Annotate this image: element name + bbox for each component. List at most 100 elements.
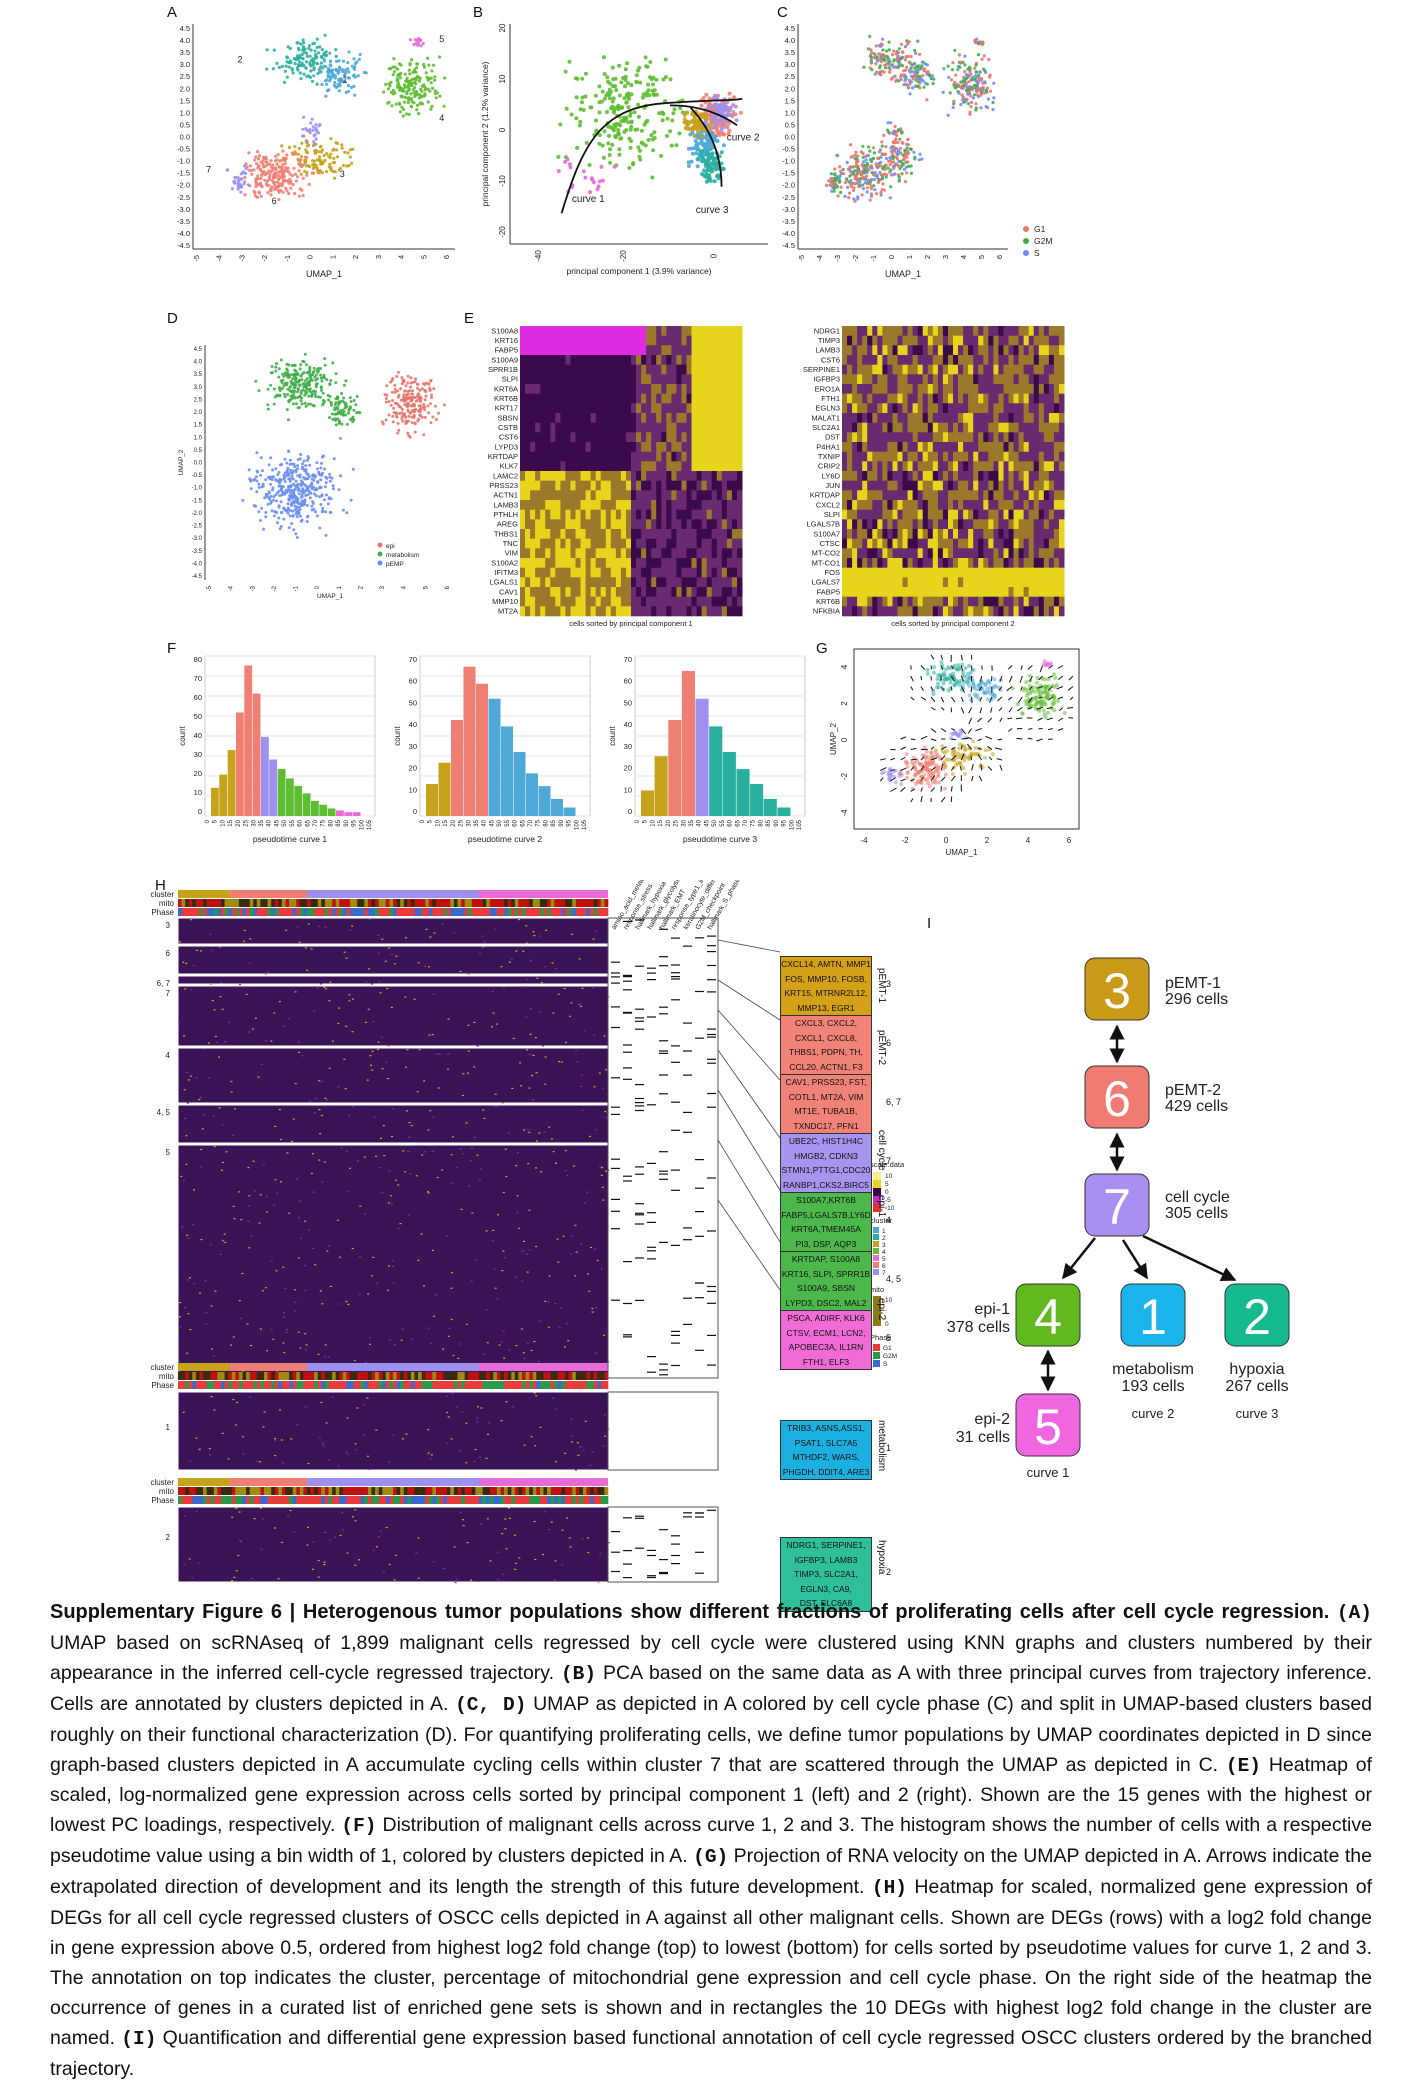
heat-cell [520,336,526,346]
panel-letter-c: C [777,4,788,21]
heat-cell [717,548,723,558]
gene-label: SERPINE1 [803,365,840,374]
heat-cell [702,413,708,423]
cell-point [257,157,260,160]
cell-point [321,67,324,70]
heat-cell [636,374,642,384]
heat-cell [687,587,693,597]
heat-cell [555,548,561,558]
y-tick-label: 1.5 [785,96,795,105]
pca-point [708,141,712,145]
cell-point [296,500,299,503]
heat-cell [661,577,667,587]
cell-point [302,47,305,50]
heat-cell [520,355,526,365]
heat-cell [535,481,541,491]
heat-cell [842,326,848,336]
cell-point [881,38,884,41]
heat-cell [687,597,693,607]
pca-point [630,120,634,124]
heat-cell [576,384,582,394]
heat-cell [717,519,723,529]
cell-point [292,483,295,486]
pca-point [565,107,569,111]
heat-cell [631,423,637,433]
cell-point [879,164,882,167]
heat-cell [581,423,587,433]
cell-point [281,150,284,153]
heat-cell [641,490,647,500]
heat-cell [983,336,989,346]
heat-cell [707,403,713,413]
heat-cell [887,336,893,346]
heat-cell [550,529,556,539]
gene-label: VIM [505,549,518,558]
heat-cell [712,432,718,442]
curve-label-3: curve 3 [696,205,729,216]
cell-point [902,163,905,166]
heat-cell [601,432,607,442]
heat-cell [581,519,587,529]
cell-point [262,528,265,531]
pca-point [650,133,654,137]
heat-cell [636,539,642,549]
heat-cell [993,345,999,355]
pca-point [653,88,657,92]
heat-cell [626,577,632,587]
heat-cell [872,336,878,346]
heat-cell [963,394,969,404]
pca-point [690,112,694,116]
cell-point [839,170,842,173]
y-tick-label: -4.0 [782,229,795,238]
heat-cell [656,558,662,568]
cell-point [422,433,425,436]
cell-point [825,184,828,187]
heat-cell [893,365,899,375]
heat-cell [852,374,858,384]
heat-cell [727,384,733,394]
pca-point [650,176,654,180]
heat-cell [545,471,551,481]
heat-cell [928,336,934,346]
heat-cell [565,365,571,375]
heat-cell [692,432,698,442]
cell-point [909,62,912,65]
cell-point [906,160,909,163]
heat-cell [707,394,713,404]
heat-cell [535,510,541,520]
heat-cell [697,471,703,481]
y-tick-label: 10 [498,74,507,83]
y-tick-label: 0.5 [785,120,795,129]
heat-cell [535,345,541,355]
cell-point [896,157,899,160]
heat-cell [842,374,848,384]
cell-point [294,488,297,491]
heat-cell [611,606,617,616]
heat-cell [601,345,607,355]
cell-point [335,148,338,151]
heat-cell [847,394,853,404]
cell-point [264,511,267,514]
cell-point [328,416,331,419]
heat-cell [943,365,949,375]
heat-cell [555,355,561,365]
heat-cell [636,529,642,539]
heat-cell [737,577,743,587]
pca-point [608,92,612,96]
cell-point [321,510,324,513]
heat-cell [656,461,662,471]
heat-cell [596,326,602,336]
gene-label: PRSS23 [489,481,518,490]
heat-cell [581,442,587,452]
cell-point [903,75,906,78]
cell-point [330,404,333,407]
cell-point [323,468,326,471]
pca-point [580,77,584,81]
heat-cell [631,529,637,539]
heat-cell [560,597,566,607]
gene-label: AREG [497,520,518,529]
heat-cell [626,519,632,529]
heat-cell [520,384,526,394]
pca-point [686,123,690,127]
heat-cell [923,384,929,394]
